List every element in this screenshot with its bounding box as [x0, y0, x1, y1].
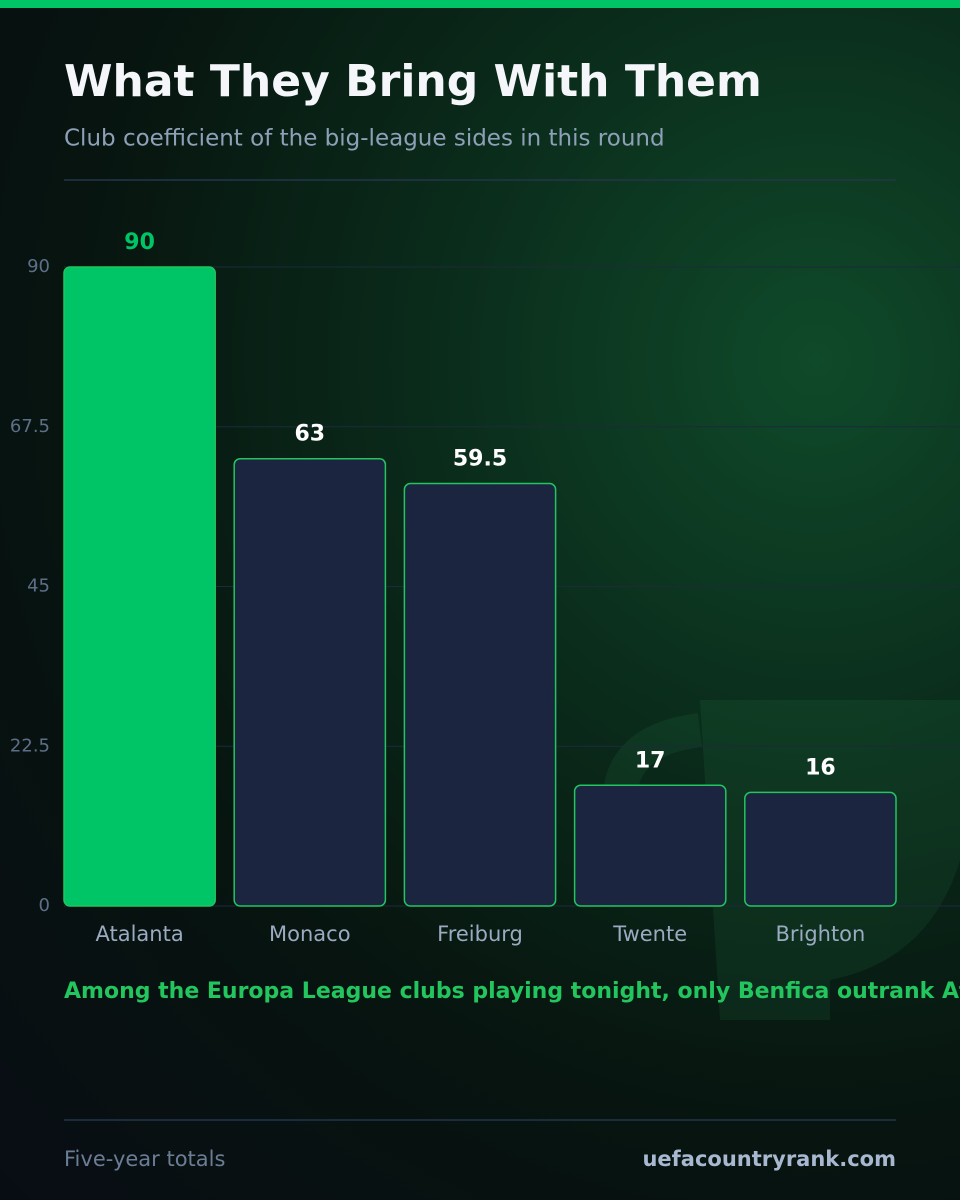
bar: [403, 482, 557, 907]
y-tick-label: 90: [27, 256, 50, 277]
x-tick-label: Brighton: [775, 922, 865, 946]
x-tick-label: Freiburg: [437, 922, 523, 946]
x-tick-label: Monaco: [269, 922, 351, 946]
bar: [573, 784, 727, 907]
footer-note: Five-year totals: [64, 1147, 225, 1171]
bar: [63, 266, 216, 907]
title: What They Bring With Them: [64, 56, 762, 107]
value-label: 90: [124, 230, 155, 255]
y-tick-label: 67.5: [10, 416, 50, 437]
y-tick-label: 0: [39, 895, 50, 916]
y-tick-label: 22.5: [10, 735, 50, 756]
top-accent: [0, 0, 960, 8]
annotation: Among the Europa League clubs playing to…: [64, 979, 960, 1004]
value-label: 63: [294, 422, 325, 447]
y-tick-label: 45: [27, 576, 50, 597]
x-tick-label: Twente: [612, 922, 687, 946]
value-label: 59.5: [453, 447, 507, 472]
footer-source: uefacountryrank.com: [642, 1147, 896, 1171]
value-label: 17: [635, 748, 666, 773]
bar: [744, 791, 897, 907]
value-label: 16: [805, 755, 836, 780]
x-tick-label: Atalanta: [95, 922, 183, 946]
subtitle: Club coefficient of the big-league sides…: [64, 126, 665, 152]
bar: [233, 457, 387, 907]
plot: 0 22.5 45 67.5 90 Atalanta 90 Monaco 63 Freiburg 5…: [10, 230, 960, 946]
